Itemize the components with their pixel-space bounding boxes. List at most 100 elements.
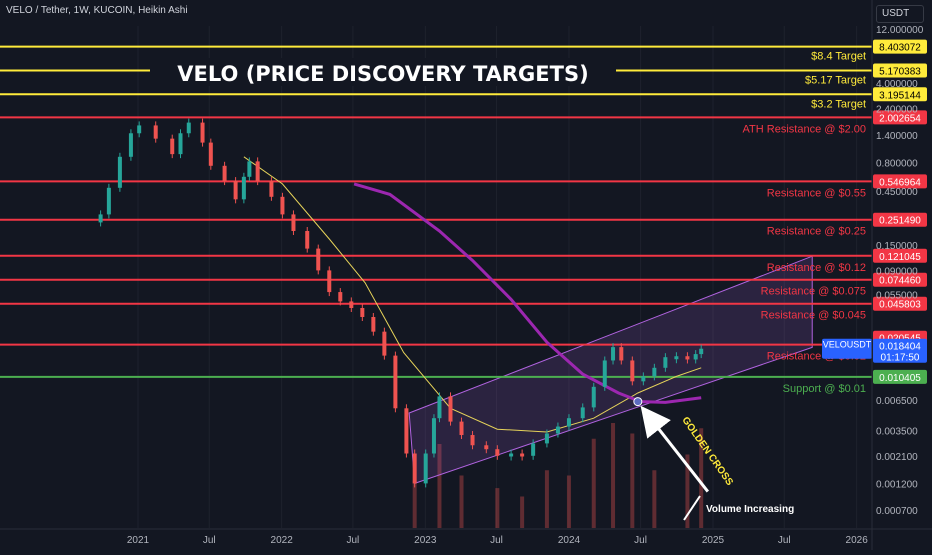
candle[interactable] xyxy=(641,376,646,382)
y-tick-label: 0.000700 xyxy=(876,506,918,517)
x-tick-label: 2022 xyxy=(271,535,294,546)
level-price-tag xyxy=(873,87,927,102)
candle[interactable] xyxy=(241,176,246,200)
candle[interactable] xyxy=(178,133,183,155)
candle[interactable] xyxy=(338,292,343,302)
candle[interactable] xyxy=(255,161,260,182)
volume-bar xyxy=(437,444,442,528)
candle[interactable] xyxy=(495,449,500,456)
candle[interactable] xyxy=(663,357,668,368)
level-price-tag xyxy=(873,248,927,263)
volume-bar xyxy=(652,470,657,528)
candle[interactable] xyxy=(269,181,274,197)
volume-label: Volume Increasing xyxy=(706,504,794,515)
candle[interactable] xyxy=(137,125,142,134)
candle[interactable] xyxy=(382,331,387,356)
x-tick-label: Jul xyxy=(634,535,647,546)
candle[interactable] xyxy=(316,248,321,271)
candle[interactable] xyxy=(619,347,624,361)
candles[interactable] xyxy=(98,118,704,488)
price-levels[interactable]: $8.4 Target $5.17 Target $3.2 Target ATH Re… xyxy=(0,45,872,395)
level-label: ATH Resistance @ $2.00 xyxy=(743,123,866,135)
candle[interactable] xyxy=(674,356,679,360)
volume-bar xyxy=(591,438,596,528)
last-price-tag xyxy=(873,338,927,363)
candle[interactable] xyxy=(652,367,657,377)
level-label: Resistance @ $0.045 xyxy=(761,310,866,322)
golden-cross-arrow xyxy=(640,405,710,493)
x-tick-label: Jul xyxy=(346,535,359,546)
candle[interactable] xyxy=(437,396,442,419)
candle[interactable] xyxy=(470,435,475,446)
y-tick-label: 0.001200 xyxy=(876,479,918,490)
candle[interactable] xyxy=(393,355,398,409)
chart-title-group: VELO (PRICE DISCOVERY TARGETS) xyxy=(150,58,616,86)
symbol-title[interactable]: VELO / Tether, 1W, KUCOIN, Heikin Ashi xyxy=(6,5,188,16)
candle[interactable] xyxy=(509,453,514,457)
candle[interactable] xyxy=(531,443,536,456)
candle[interactable] xyxy=(106,187,111,215)
candle[interactable] xyxy=(404,408,409,454)
candle[interactable] xyxy=(153,125,158,139)
x-tick-label: Jul xyxy=(203,535,216,546)
x-tick-label: 2025 xyxy=(702,535,725,546)
level-label: Support @ $0.01 xyxy=(783,383,866,395)
candle[interactable] xyxy=(200,122,205,143)
candle[interactable] xyxy=(186,122,191,134)
candle[interactable] xyxy=(693,354,698,360)
candle[interactable] xyxy=(602,360,607,387)
last-price-text: 0.018404 xyxy=(879,342,921,353)
level-price-tag xyxy=(873,63,927,78)
level-price-tag-text: 0.121045 xyxy=(879,252,921,263)
candle[interactable] xyxy=(423,453,428,484)
candle[interactable] xyxy=(431,418,436,454)
candle[interactable] xyxy=(685,356,690,360)
level-price-tag xyxy=(873,369,927,384)
candle[interactable] xyxy=(412,453,417,484)
candle[interactable] xyxy=(128,133,133,157)
candle[interactable] xyxy=(611,347,616,361)
candle[interactable] xyxy=(566,418,571,427)
level-price-tag xyxy=(873,296,927,311)
level-price-tag xyxy=(873,174,927,189)
candle[interactable] xyxy=(305,231,310,249)
x-tick-label: Jul xyxy=(490,535,503,546)
candle[interactable] xyxy=(371,316,376,332)
volume-bar xyxy=(459,475,464,528)
candle[interactable] xyxy=(98,214,103,223)
candle[interactable] xyxy=(247,161,252,177)
ma-slow-line xyxy=(353,182,702,404)
candle[interactable] xyxy=(544,433,549,444)
candle[interactable] xyxy=(327,270,332,293)
candle[interactable] xyxy=(630,360,635,382)
candle[interactable] xyxy=(591,386,596,408)
currency-button[interactable]: USDT xyxy=(876,5,924,23)
candle[interactable] xyxy=(360,307,365,317)
candle[interactable] xyxy=(555,426,560,434)
candle[interactable] xyxy=(520,453,525,457)
volume-bar xyxy=(566,475,571,528)
candle[interactable] xyxy=(233,181,238,200)
level-price-tag xyxy=(873,272,927,287)
candle[interactable] xyxy=(484,445,489,450)
candle[interactable] xyxy=(222,165,227,182)
volume-bar xyxy=(611,423,616,528)
level-price-tag-text: 5.170383 xyxy=(879,67,921,78)
candle[interactable] xyxy=(459,421,464,436)
candle[interactable] xyxy=(170,138,175,155)
candle[interactable] xyxy=(117,156,122,188)
candle[interactable] xyxy=(580,407,585,419)
candle[interactable] xyxy=(291,214,296,232)
volume-arrow xyxy=(683,495,701,521)
y-tick-label: 0.800000 xyxy=(876,159,918,170)
candle[interactable] xyxy=(448,396,453,422)
candle[interactable] xyxy=(699,348,704,355)
golden-cross-marker[interactable] xyxy=(633,397,643,407)
candle[interactable] xyxy=(280,196,285,215)
candle[interactable] xyxy=(349,301,354,308)
candle[interactable] xyxy=(208,142,213,166)
